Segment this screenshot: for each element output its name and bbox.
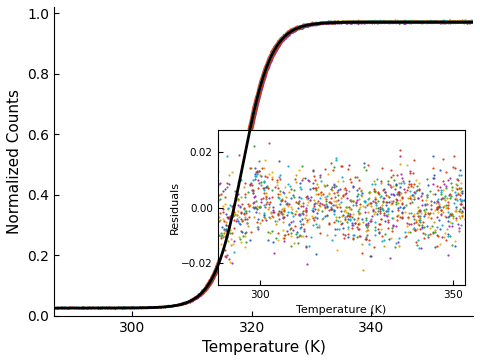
Y-axis label: Normalized Counts: Normalized Counts	[7, 89, 22, 234]
X-axis label: Temperature (K): Temperature (K)	[202, 340, 325, 355]
